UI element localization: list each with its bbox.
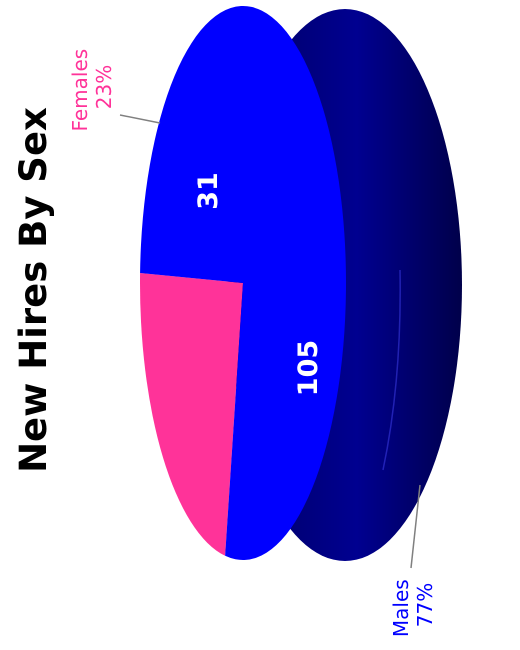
category-label-females: Females 23% [68, 42, 116, 131]
chart-title: New Hires By Sex [12, 107, 55, 473]
slice-value-label-females: 31 [193, 172, 224, 210]
slice-value-label-males: 105 [293, 340, 324, 396]
pie-body [139, 5, 462, 561]
category-percent-males: 77% [413, 583, 437, 627]
category-name-males: Males [389, 579, 413, 637]
category-label-males: Males 77% [389, 573, 437, 637]
category-name-females: Females [68, 49, 92, 132]
leader-line-females [119, 114, 161, 124]
rim-highlight [382, 269, 401, 471]
pie-slice-females [139, 273, 243, 556]
pie-slice-males [140, 5, 346, 560]
leader-line-males [410, 484, 421, 569]
category-percent-females: 23% [92, 65, 116, 109]
pie-slices [139, 5, 346, 560]
